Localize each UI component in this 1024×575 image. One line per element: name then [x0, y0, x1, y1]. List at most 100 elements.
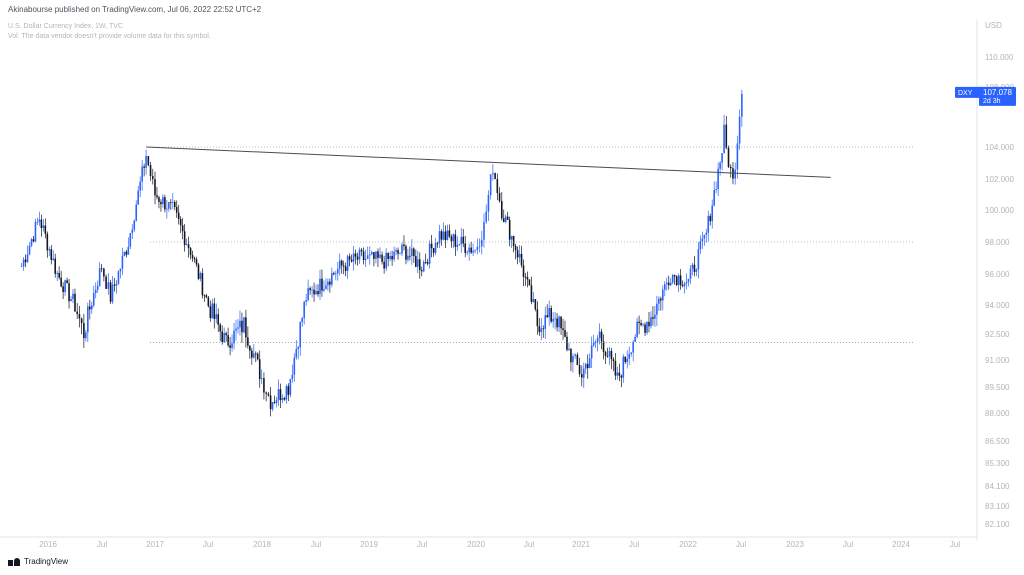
candle-body [239, 320, 241, 328]
candle-body [321, 278, 323, 291]
candle [36, 217, 39, 225]
candle-body [474, 249, 476, 251]
candle [331, 267, 333, 288]
candle [534, 298, 537, 312]
candle-body [109, 282, 112, 302]
candle-body [389, 256, 391, 259]
candle-body [522, 265, 525, 277]
candle-body [723, 124, 725, 154]
candle [168, 201, 170, 212]
candle-body [644, 324, 646, 333]
candle-body [663, 284, 666, 290]
candle [522, 259, 525, 287]
candle-body [397, 250, 399, 254]
candle-body [574, 354, 576, 357]
candle-body [283, 398, 286, 400]
candle [504, 214, 507, 224]
candle [478, 238, 481, 253]
candle [44, 218, 47, 239]
candle-body [717, 168, 719, 190]
candle [147, 155, 150, 167]
candle [422, 259, 425, 273]
candle [98, 262, 101, 287]
candle [719, 160, 721, 176]
candle-body [368, 254, 371, 256]
candle-body [181, 225, 184, 232]
candle [401, 242, 403, 257]
candle-body [309, 288, 311, 291]
candle-body [371, 252, 373, 255]
candle [687, 278, 690, 287]
candle [40, 214, 43, 237]
candle-body [566, 336, 568, 350]
candle [636, 317, 638, 339]
candle-body [383, 261, 385, 269]
candle-body [420, 270, 423, 272]
candle [87, 302, 89, 343]
candle-body [139, 181, 141, 191]
candle-body [145, 156, 147, 168]
candle-body [366, 255, 369, 259]
candle-body [734, 169, 736, 179]
candle [472, 243, 474, 256]
candle [399, 252, 401, 255]
candle [699, 235, 702, 254]
y-tick-label: 86.500 [985, 437, 1010, 446]
candle-body [201, 273, 204, 296]
x-tick-label: Jul [311, 540, 321, 549]
candle [656, 296, 658, 327]
candle-body [231, 343, 233, 348]
candle [381, 251, 383, 265]
candle [424, 253, 427, 265]
candle-body [489, 174, 492, 196]
candle-body [305, 300, 307, 302]
candle [548, 300, 550, 326]
candle [413, 247, 415, 263]
candle-body [177, 212, 180, 219]
candle [452, 233, 455, 249]
candle-body [588, 358, 591, 369]
candle [415, 249, 417, 268]
candle [711, 199, 714, 229]
candle-body [395, 250, 397, 252]
candle [171, 192, 174, 210]
candle [154, 171, 156, 205]
candle [530, 276, 533, 305]
y-tick-label: 82.100 [985, 520, 1010, 529]
candle [572, 353, 574, 373]
candle [391, 250, 393, 266]
candle-body [103, 268, 105, 277]
candle [377, 248, 379, 267]
candle-body [725, 124, 728, 149]
candle [247, 326, 249, 349]
candle [614, 353, 617, 380]
candle [141, 159, 143, 191]
candle [348, 253, 351, 267]
candle [258, 350, 261, 388]
candle-body [269, 395, 272, 410]
candle [626, 350, 629, 369]
candle-body [667, 282, 670, 286]
candle [80, 317, 83, 335]
candle [342, 260, 345, 275]
candle-body [393, 251, 395, 260]
candle-body [460, 236, 463, 245]
candle [334, 270, 337, 281]
candle-body [356, 256, 359, 260]
candle-body [315, 291, 317, 295]
candle [252, 343, 255, 359]
candle-body [254, 353, 257, 355]
candle [83, 313, 85, 348]
candle-body [323, 289, 325, 291]
candle [197, 262, 200, 281]
candle-body [630, 352, 632, 354]
candle [229, 337, 231, 356]
candle-body [171, 202, 174, 203]
candle-body [736, 143, 739, 170]
candle [42, 219, 45, 232]
candle-body [151, 176, 154, 180]
candle [536, 301, 539, 335]
candle [550, 305, 552, 324]
candle-body [721, 153, 723, 163]
